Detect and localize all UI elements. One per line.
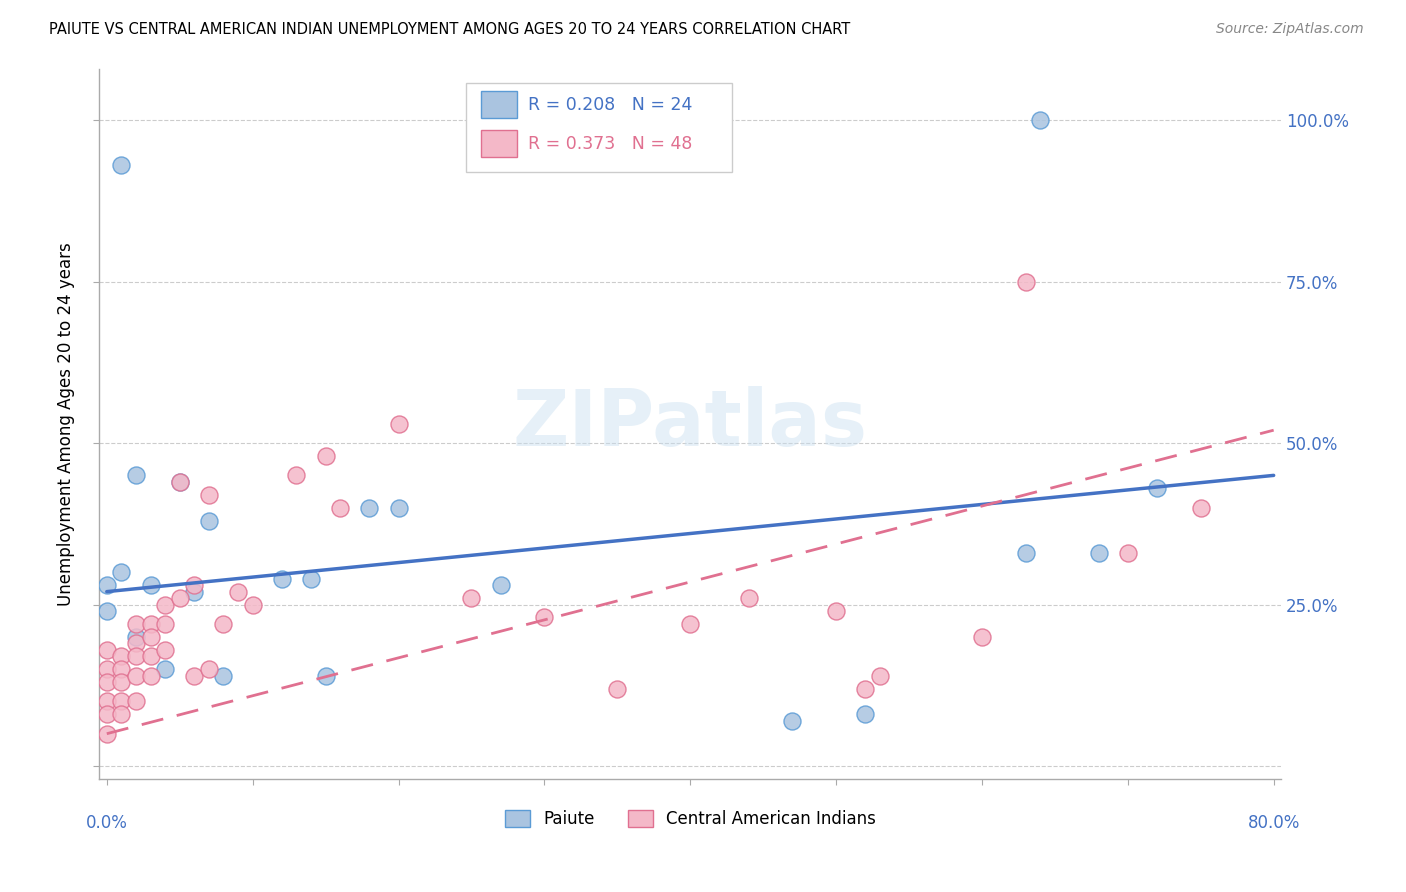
Point xyxy=(387,500,409,515)
Point xyxy=(125,668,148,682)
Point xyxy=(125,468,148,483)
Point xyxy=(169,475,191,489)
Point xyxy=(198,662,221,676)
Point xyxy=(183,578,205,592)
Point xyxy=(183,584,205,599)
Point xyxy=(212,616,235,631)
Point xyxy=(169,475,191,489)
Point xyxy=(125,630,148,644)
Point xyxy=(782,714,804,728)
Point xyxy=(139,630,162,644)
Point xyxy=(110,662,132,676)
Point xyxy=(825,604,848,618)
Text: Source: ZipAtlas.com: Source: ZipAtlas.com xyxy=(1216,22,1364,37)
Point xyxy=(153,616,176,631)
FancyBboxPatch shape xyxy=(465,83,731,171)
Point xyxy=(96,642,118,657)
Point xyxy=(1116,546,1139,560)
Text: 80.0%: 80.0% xyxy=(1247,814,1301,832)
Point xyxy=(110,694,132,708)
Point xyxy=(96,707,118,722)
Y-axis label: Unemployment Among Ages 20 to 24 years: Unemployment Among Ages 20 to 24 years xyxy=(58,242,75,606)
Point xyxy=(1146,481,1168,495)
Text: PAIUTE VS CENTRAL AMERICAN INDIAN UNEMPLOYMENT AMONG AGES 20 TO 24 YEARS CORRELA: PAIUTE VS CENTRAL AMERICAN INDIAN UNEMPL… xyxy=(49,22,851,37)
Point xyxy=(359,500,381,515)
Point xyxy=(183,668,205,682)
Point xyxy=(853,707,876,722)
Text: ZIPatlas: ZIPatlas xyxy=(513,385,868,462)
Point xyxy=(96,675,118,690)
Point xyxy=(110,675,132,690)
Point xyxy=(315,449,337,463)
Point xyxy=(153,662,176,676)
Point xyxy=(125,616,148,631)
Point xyxy=(125,694,148,708)
Point xyxy=(226,584,249,599)
Point xyxy=(125,636,148,650)
Point xyxy=(139,616,162,631)
Point xyxy=(139,578,162,592)
Point xyxy=(110,707,132,722)
Text: R = 0.208   N = 24: R = 0.208 N = 24 xyxy=(529,95,693,114)
Point xyxy=(96,727,118,741)
Point xyxy=(285,468,308,483)
Point xyxy=(110,158,132,172)
Point xyxy=(153,642,176,657)
Point xyxy=(139,649,162,664)
Point xyxy=(169,591,191,606)
Point xyxy=(533,610,555,624)
Bar xyxy=(481,130,516,157)
Point xyxy=(606,681,628,696)
Point xyxy=(1015,546,1038,560)
Point xyxy=(96,694,118,708)
Point xyxy=(198,514,221,528)
Text: 0.0%: 0.0% xyxy=(86,814,128,832)
Point xyxy=(869,668,891,682)
Point xyxy=(737,591,759,606)
Point xyxy=(153,598,176,612)
Point xyxy=(96,662,118,676)
Legend: Paiute, Central American Indians: Paiute, Central American Indians xyxy=(498,803,883,835)
Point xyxy=(96,604,118,618)
Text: R = 0.373   N = 48: R = 0.373 N = 48 xyxy=(529,135,693,153)
Point xyxy=(460,591,482,606)
Point xyxy=(489,578,512,592)
Point xyxy=(110,566,132,580)
Point xyxy=(1015,275,1038,289)
Point xyxy=(970,630,993,644)
Point xyxy=(1189,500,1212,515)
Point xyxy=(315,668,337,682)
Point xyxy=(110,649,132,664)
Point xyxy=(139,668,162,682)
Point xyxy=(299,572,322,586)
Point xyxy=(242,598,264,612)
Point xyxy=(387,417,409,431)
Point xyxy=(329,500,352,515)
Point xyxy=(1087,546,1109,560)
Point xyxy=(270,572,292,586)
Point xyxy=(125,649,148,664)
Point xyxy=(212,668,235,682)
Point xyxy=(96,578,118,592)
Point xyxy=(198,488,221,502)
Point xyxy=(679,616,702,631)
Bar xyxy=(481,91,516,119)
Point xyxy=(1029,113,1052,128)
Point xyxy=(853,681,876,696)
